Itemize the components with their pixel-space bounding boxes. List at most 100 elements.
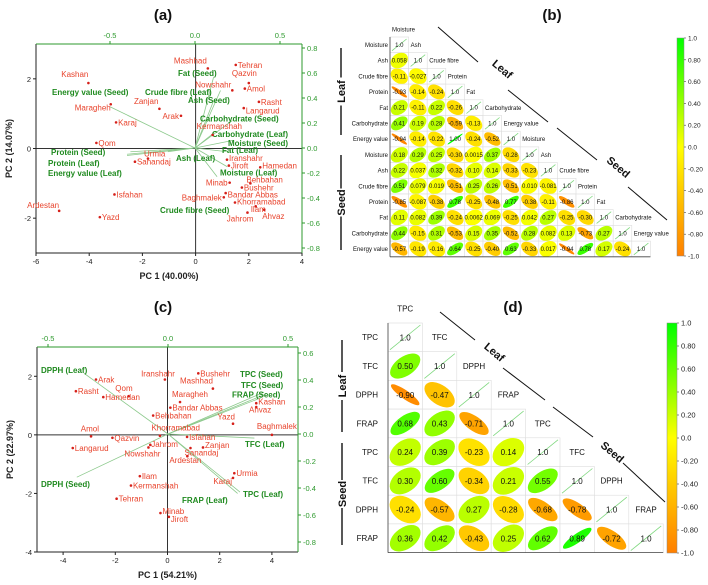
loading-label: Crude fibre (Leaf) — [145, 88, 212, 97]
colorbar-tick-label: 0.40 — [688, 101, 701, 108]
correlation-ellipse — [465, 241, 483, 257]
score-label: Ahvaz — [262, 212, 284, 221]
group-label-seed: Seed — [336, 189, 348, 215]
correlation-value: 0.19 — [412, 121, 424, 127]
score-point — [257, 100, 261, 104]
score-label: Hamedan — [262, 161, 297, 170]
correlation-value: 0.14 — [501, 448, 517, 457]
correlation-value: 0.017 — [541, 247, 557, 253]
correlation-value: -0.43 — [465, 534, 484, 543]
correlation-ellipse — [502, 163, 520, 178]
correlation-value: 0.11 — [394, 216, 406, 222]
column-header: Protein — [578, 184, 597, 190]
row-label: FRAP — [357, 534, 378, 543]
score-label: Ilam — [251, 205, 266, 214]
correlation-value: 0.68 — [397, 419, 413, 428]
correlation-value: 0.39 — [432, 448, 448, 457]
score-label: Kashan — [61, 70, 88, 79]
correlation-ellipse — [483, 209, 501, 226]
correlation-ellipse — [390, 209, 408, 226]
column-header: Carbohydrate — [615, 216, 652, 222]
colorbar-tick-label: -0.20 — [688, 166, 703, 173]
score-label: Tehran — [238, 61, 262, 70]
score-label: Langarud — [75, 444, 109, 453]
correlation-ellipse — [558, 196, 575, 208]
row-label: Energy value — [353, 137, 389, 143]
column-header: Energy value — [634, 231, 670, 237]
loading-label: Moisture (Leaf) — [220, 169, 278, 178]
score-label: Minab — [206, 179, 228, 188]
correlation-ellipse — [465, 178, 483, 194]
group-diagonal-line — [556, 127, 598, 161]
correlation-ellipse — [446, 100, 464, 116]
correlation-ellipse — [484, 195, 501, 209]
score-point — [231, 89, 234, 92]
correlation-value: -0.94 — [560, 247, 574, 253]
column-header: Energy value — [504, 121, 540, 127]
colorbar-tick-label: -1.0 — [688, 254, 700, 261]
correlation-value: 0.37 — [486, 153, 498, 159]
row-label: TFC — [362, 477, 378, 486]
loading-label: TFC (Leaf) — [245, 440, 285, 449]
diagonal-line-mark — [389, 324, 421, 351]
colorbar-tick-label: -1.0 — [681, 549, 694, 558]
colorbar-tick-label: -0.80 — [688, 232, 703, 239]
score-label: Iranshahr — [141, 370, 175, 379]
row-label: DPPH — [356, 391, 378, 400]
correlation-ellipse — [577, 242, 594, 255]
right-tick-label: 0.0 — [307, 144, 317, 153]
correlation-value: -0.47 — [430, 391, 449, 400]
score-label: Yazd — [102, 213, 120, 222]
score-label: Minab — [162, 507, 184, 516]
correlation-ellipse — [409, 178, 427, 194]
correlation-value: 0.42 — [432, 534, 448, 543]
correlation-value: 1.0 — [434, 362, 446, 371]
score-point — [179, 114, 183, 118]
x-tick-label: 4 — [270, 556, 274, 565]
correlation-value: -0.40 — [485, 247, 499, 253]
correlation-ellipse — [424, 468, 455, 493]
loading-label: TPC (Leaf) — [243, 490, 283, 499]
y-tick-label: -2 — [24, 214, 31, 223]
column-header: Crude fibre — [429, 59, 459, 65]
score-label: Bandar Abbas — [228, 191, 278, 200]
correlation-value: -0.33 — [523, 247, 537, 253]
biplot-a: (a) -6 -4 -2 0 2 4 -2 0 2 -0.5 0.0 0.5 0.8 0.6 0.4 0.2 0.… — [4, 7, 320, 281]
row-label: Crude fibre — [358, 184, 388, 190]
correlation-value: 0.25 — [501, 534, 517, 543]
row-label: Carbohydrate — [352, 231, 389, 237]
correlation-ellipse — [390, 68, 408, 84]
colorbar-tick-label: 0.20 — [681, 411, 696, 420]
correlation-value: 0.44 — [393, 231, 405, 237]
correlation-value: 0.082 — [410, 216, 426, 222]
correlation-value: -0.30 — [448, 153, 462, 159]
diagonal-line-mark — [633, 242, 649, 256]
score-point — [246, 211, 249, 214]
score-point — [185, 435, 189, 439]
correlation-value: -0.19 — [411, 247, 425, 253]
column-header: Ash — [411, 43, 421, 49]
correlation-ellipse — [465, 115, 483, 132]
correlation-value: -0.68 — [534, 506, 553, 515]
correlation-value: 0.21 — [393, 106, 405, 112]
column-header: Fat — [466, 90, 475, 96]
correlation-ellipse — [446, 226, 464, 240]
colorbar-tick-label: 0.60 — [681, 365, 696, 374]
x-tick-label: 0 — [194, 257, 198, 266]
score-point — [228, 181, 231, 184]
score-label: Yazd — [217, 413, 235, 422]
right-tick-label: -0.4 — [307, 194, 320, 203]
correlation-ellipse — [447, 242, 464, 256]
correlation-ellipse — [521, 241, 538, 257]
top-tick-label: 0.0 — [190, 31, 200, 40]
score-point — [262, 208, 266, 212]
correlation-value: 0.29 — [412, 153, 424, 159]
colorbar-tick-label: 0.80 — [688, 57, 701, 64]
correlation-ellipse — [446, 210, 464, 225]
score-point — [258, 166, 262, 169]
correlation-ellipse — [447, 116, 464, 130]
loading-label: Protein (Seed) — [51, 148, 106, 157]
y-tick-label: 0 — [28, 431, 32, 440]
correlation-value: 0.25 — [431, 153, 443, 159]
